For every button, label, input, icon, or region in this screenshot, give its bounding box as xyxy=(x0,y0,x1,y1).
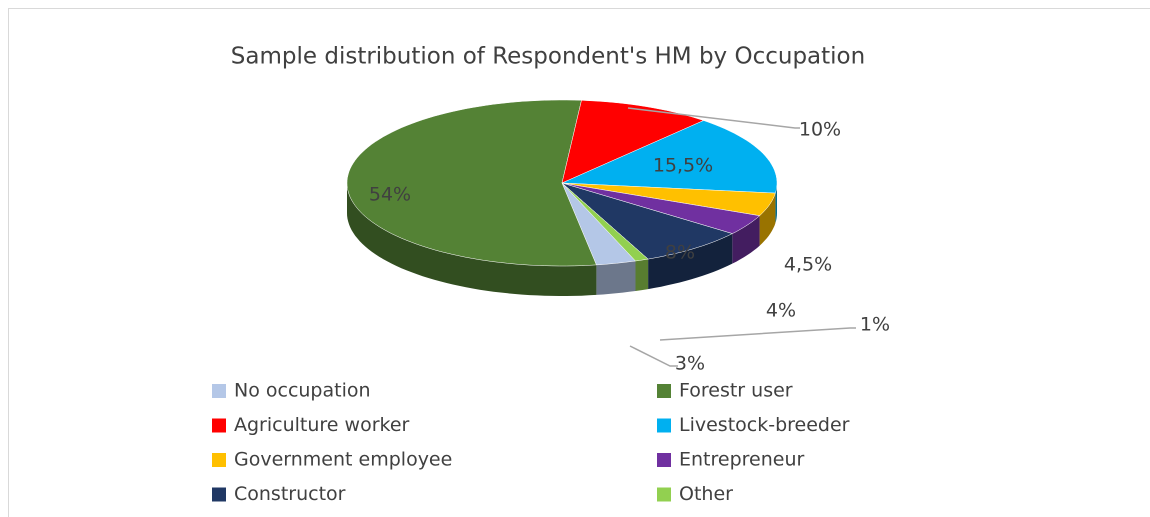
slice xyxy=(561,182,733,260)
data-label: 54% xyxy=(369,184,411,206)
data-label: 15,5% xyxy=(653,155,713,177)
legend-swatch xyxy=(212,384,226,398)
data-label: 4,5% xyxy=(784,254,832,276)
slice xyxy=(561,182,761,234)
legend-label: Entrepreneur xyxy=(679,449,804,471)
slice xyxy=(346,99,597,267)
slice xyxy=(561,182,776,216)
slice xyxy=(561,100,705,184)
legend-label: Government employee xyxy=(234,449,452,471)
slice-side xyxy=(648,233,733,290)
legend-label: Constructor xyxy=(234,483,346,505)
legend-swatch xyxy=(657,384,671,398)
data-label: 1% xyxy=(860,314,890,336)
leader-line xyxy=(627,107,800,129)
leader-line xyxy=(629,345,678,367)
data-label: 8% xyxy=(665,242,695,264)
slice-side xyxy=(732,215,760,264)
legend-label: Other xyxy=(679,483,733,505)
chart-title: Sample distribution of Respondent's HM b… xyxy=(231,44,865,70)
legend-label: No occupation xyxy=(234,380,371,402)
data-label: 3% xyxy=(675,353,705,375)
slice-side xyxy=(775,183,777,224)
slice-side xyxy=(596,261,636,295)
legend-label: Livestock-breeder xyxy=(679,414,850,436)
legend-swatch xyxy=(657,453,671,467)
chart-frame xyxy=(8,8,1150,517)
legend-swatch xyxy=(212,487,226,502)
slice xyxy=(561,182,637,266)
data-label: 10% xyxy=(799,119,841,141)
slice xyxy=(561,120,778,194)
slice-side xyxy=(347,183,597,296)
leader-line xyxy=(659,327,856,341)
slice xyxy=(561,182,649,262)
data-label: 4% xyxy=(766,300,796,322)
legend-swatch xyxy=(212,418,226,433)
slice-side xyxy=(635,259,649,291)
legend-swatch xyxy=(212,453,226,467)
legend-swatch xyxy=(657,418,671,433)
legend-label: Forestr user xyxy=(679,380,793,402)
legend-swatch xyxy=(657,487,671,502)
legend-label: Agriculture worker xyxy=(234,414,410,436)
slice-side xyxy=(759,193,776,246)
